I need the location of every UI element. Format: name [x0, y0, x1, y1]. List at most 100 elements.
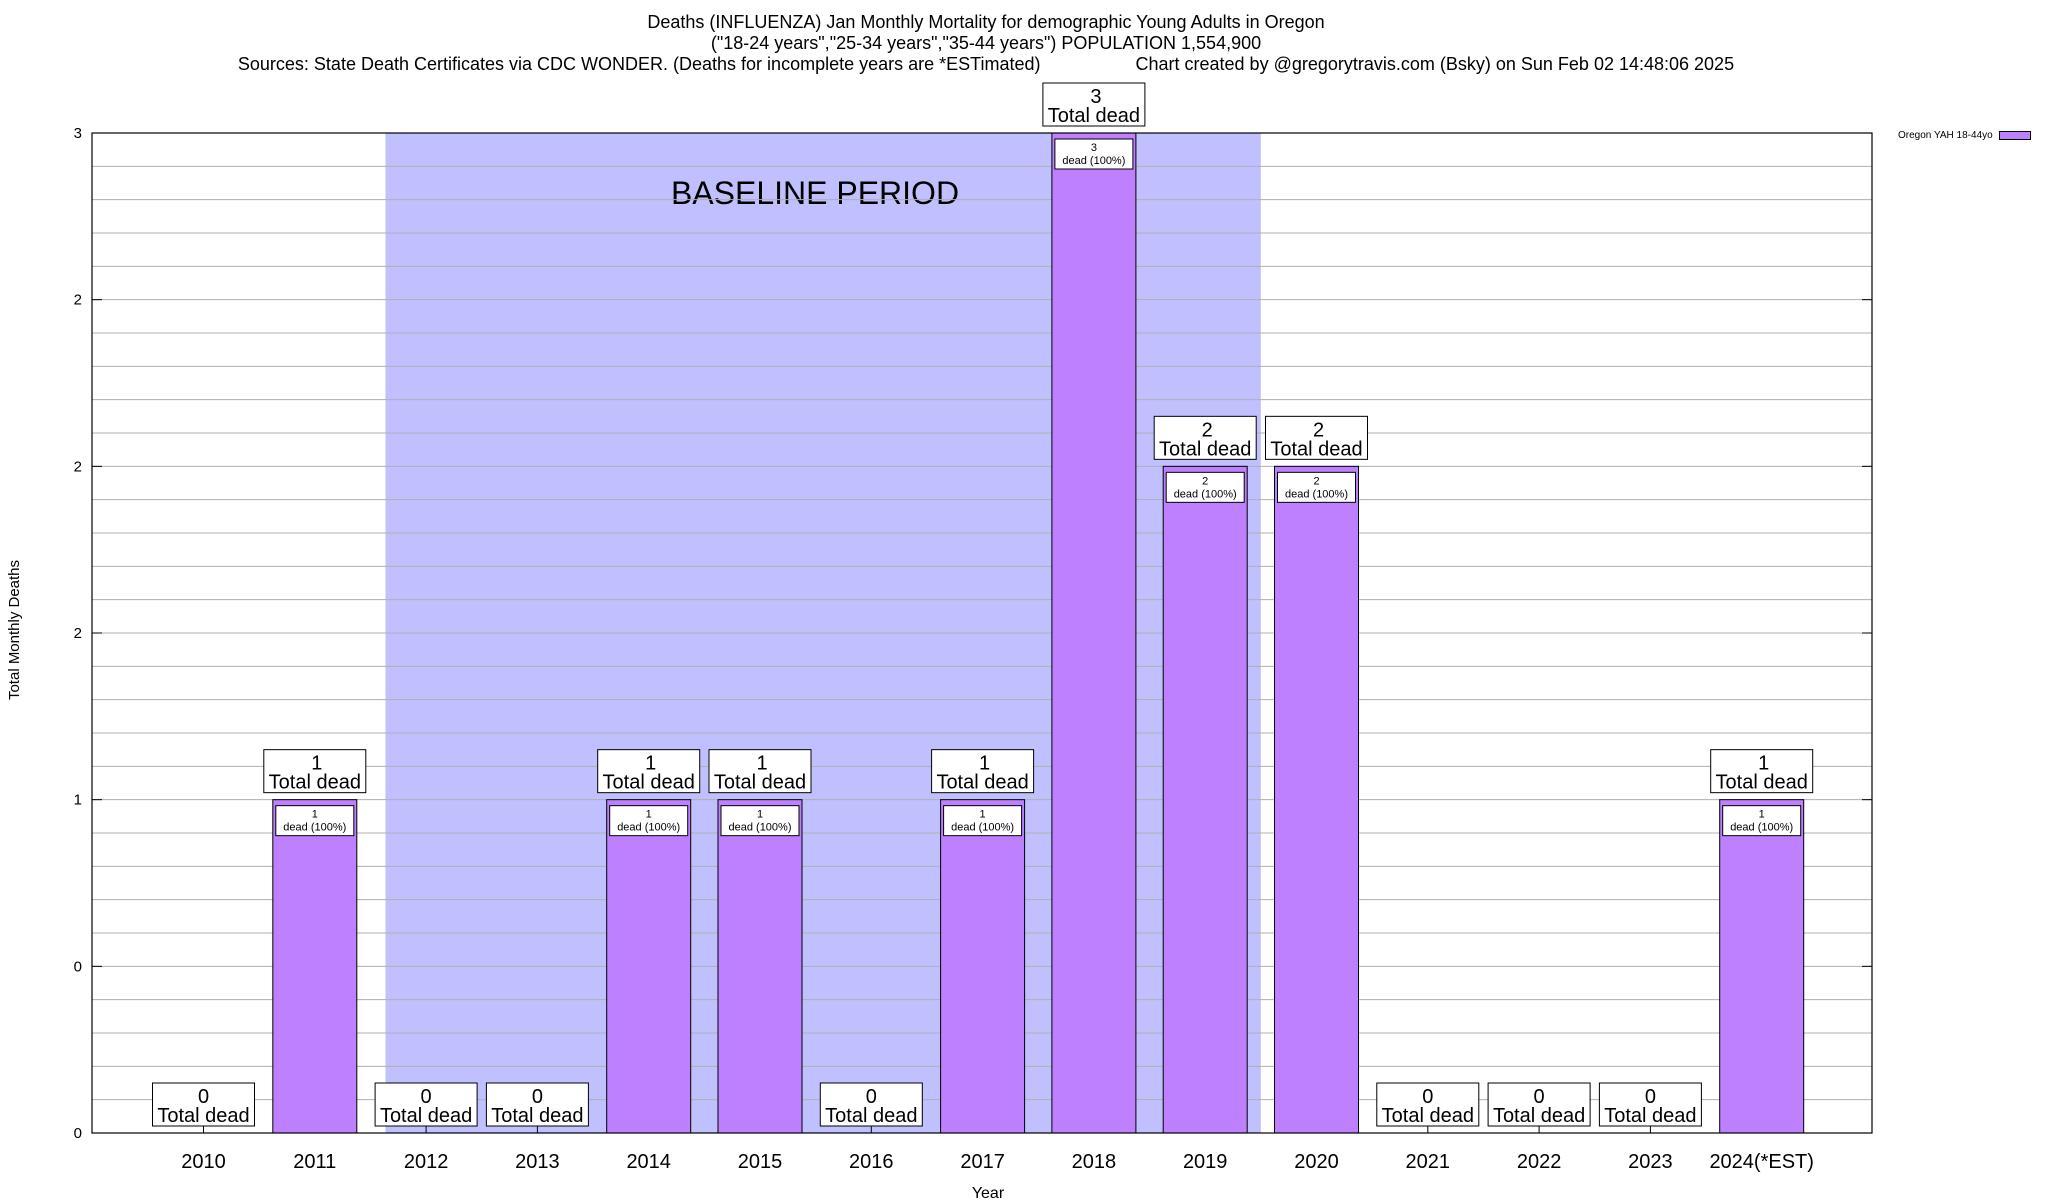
total-label-text: Total dead — [714, 772, 806, 794]
total-label-box — [374, 1082, 478, 1127]
inner-label-value: 1 — [980, 809, 986, 821]
total-label-box — [1153, 415, 1257, 460]
total-label-value: 1 — [756, 753, 767, 775]
inner-label-text: dead (100%) — [283, 822, 346, 834]
bar-2019 — [1162, 465, 1248, 1134]
total-label-text: Total dead — [1048, 105, 1140, 127]
x-tick-label: 2012 — [404, 1151, 449, 1173]
total-label-value: 3 — [1090, 86, 1101, 108]
x-tick-label: 2024(*EST) — [1709, 1151, 1814, 1173]
y-tick-label: 2 — [74, 625, 82, 642]
x-tick-label: 2020 — [1294, 1151, 1339, 1173]
bar-2015 — [717, 799, 803, 1134]
plot-frame — [91, 132, 1873, 1134]
inner-label-text: dead (100%) — [729, 822, 792, 834]
x-tick-label: 2018 — [1072, 1151, 1117, 1173]
chart-subtitle: ("18-24 years","25-34 years","35-44 year… — [710, 33, 1262, 53]
total-label-text: Total dead — [1716, 772, 1808, 794]
total-label-box — [152, 1082, 255, 1127]
legend-label: Oregon YAH 18-44yo — [1898, 130, 1993, 141]
total-label-value: 0 — [421, 1086, 432, 1108]
total-label-box — [263, 749, 367, 794]
total-label-value: 2 — [1202, 419, 1213, 441]
inner-label-text: dead (100%) — [1730, 822, 1793, 834]
total-label-text: Total dead — [603, 772, 695, 794]
x-tick-label: 2013 — [515, 1151, 560, 1173]
x-tick-label: 2021 — [1406, 1151, 1451, 1173]
inner-label-text: dead (100%) — [1285, 488, 1348, 500]
inner-label-value: 3 — [1091, 142, 1097, 154]
inner-label-box — [1054, 138, 1134, 170]
inner-label-value: 2 — [1313, 475, 1319, 487]
x-tick-label: 2010 — [181, 1151, 226, 1173]
inner-label-value: 2 — [1202, 475, 1208, 487]
total-label-text: Total dead — [491, 1105, 583, 1127]
inner-label-text: dead (100%) — [1062, 155, 1125, 167]
inner-label-box — [609, 805, 689, 837]
total-label-text: Total dead — [1159, 438, 1251, 460]
inner-label-text: dead (100%) — [617, 822, 680, 834]
inner-label-box — [1722, 805, 1802, 837]
credit-text: Chart created by @gregorytravis.com (Bsk… — [1135, 54, 1735, 74]
inner-label-value: 1 — [1759, 809, 1765, 821]
total-label-text: Total dead — [1270, 438, 1362, 460]
x-tick-label: 2015 — [738, 1151, 783, 1173]
y-tick-label: 1 — [74, 792, 82, 809]
total-label-text: Total dead — [1382, 1105, 1474, 1127]
total-label-value: 2 — [1313, 419, 1324, 441]
total-label-text: Total dead — [825, 1105, 917, 1127]
inner-label-box — [1277, 471, 1356, 503]
y-tick-label: 0 — [74, 1125, 82, 1142]
total-label-text: Total dead — [1604, 1105, 1696, 1127]
total-label-text: Total dead — [936, 772, 1028, 794]
inner-label-text: dead (100%) — [951, 822, 1014, 834]
total-label-box — [597, 749, 701, 794]
total-label-value: 0 — [1534, 1086, 1545, 1108]
x-tick-label: 2014 — [626, 1151, 671, 1173]
inner-label-value: 1 — [312, 809, 318, 821]
total-label-box — [819, 1082, 923, 1127]
total-label-box — [1265, 415, 1368, 460]
total-label-value: 0 — [532, 1086, 543, 1108]
x-tick-label: 2022 — [1517, 1151, 1562, 1173]
bar-2020 — [1274, 465, 1359, 1134]
y-axis-label: Total Monthly Deaths — [6, 559, 23, 701]
total-label-text: Total dead — [1493, 1105, 1585, 1127]
inner-label-value: 1 — [757, 809, 763, 821]
legend: Oregon YAH 18-44yo — [1898, 130, 2031, 141]
inner-label-box — [275, 805, 355, 837]
total-label-box — [931, 749, 1035, 794]
inner-label-value: 1 — [646, 809, 652, 821]
baseline-period-label: BASELINE PERIOD — [671, 175, 959, 211]
total-label-text: Total dead — [380, 1105, 472, 1127]
x-tick-label: 2016 — [849, 1151, 894, 1173]
inner-label-box — [720, 805, 800, 837]
x-tick-label: 2019 — [1183, 1151, 1228, 1173]
total-label-box — [1710, 749, 1814, 794]
y-tick-label: 2 — [74, 292, 82, 309]
bar-2017 — [940, 799, 1026, 1134]
chart-source-line: Sources: State Death Certificates via CD… — [0, 54, 1972, 75]
total-label-text: Total dead — [269, 772, 361, 794]
bar-2011 — [272, 799, 358, 1134]
total-label-value: 0 — [866, 1086, 877, 1108]
total-label-value: 1 — [311, 753, 322, 775]
total-label-box — [485, 1082, 589, 1127]
total-label-value: 1 — [1758, 753, 1769, 775]
source-text: Sources: State Death Certificates via CD… — [237, 54, 1041, 74]
total-label-box — [1598, 1082, 1702, 1127]
inner-label-box — [943, 805, 1023, 837]
x-tick-label: 2017 — [960, 1151, 1005, 1173]
total-label-box — [1376, 1082, 1480, 1127]
inner-label-text: dead (100%) — [1174, 488, 1237, 500]
legend-swatch — [1998, 131, 2031, 140]
total-label-value: 0 — [1422, 1086, 1433, 1108]
x-tick-label: 2023 — [1628, 1151, 1673, 1173]
total-label-text: Total dead — [157, 1105, 249, 1127]
y-tick-label: 0 — [74, 958, 82, 975]
bar-2018 — [1051, 132, 1137, 1134]
x-tick-label: 2011 — [293, 1151, 336, 1173]
inner-label-box — [1165, 471, 1245, 503]
x-axis-label: Year — [972, 1185, 1005, 1200]
